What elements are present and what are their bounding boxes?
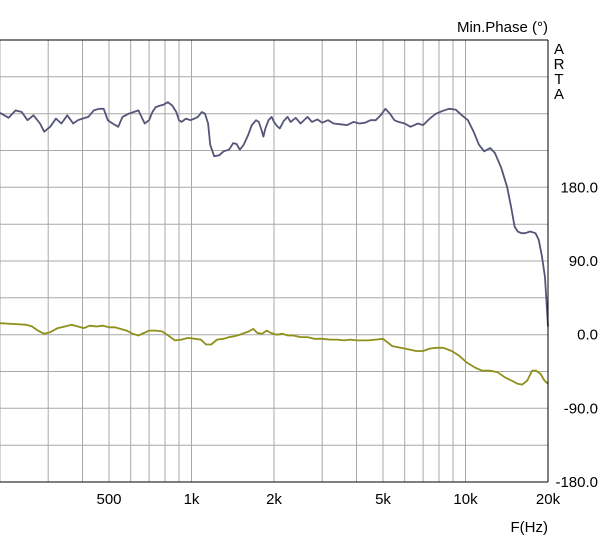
y-tick-label: -90.0 — [564, 400, 598, 417]
tick-labels: 500 1k 2k 5k 10k 20k 180.0 90.0 0.0 -90.0 -180.0 — [96, 179, 598, 508]
y-axis-title: Min.Phase (°) — [457, 19, 548, 36]
x-tick-label: 10k — [453, 491, 478, 508]
series-layer — [0, 101, 549, 386]
series-line-2 — [0, 322, 549, 386]
y-tick-label: -180.0 — [555, 474, 598, 491]
axes — [0, 39, 549, 483]
grid — [0, 40, 548, 482]
x-tick-label: 2k — [266, 491, 282, 508]
y-tick-label: 0.0 — [577, 327, 598, 344]
series-line-1 — [0, 101, 549, 327]
y-tick-label: 180.0 — [560, 179, 598, 196]
x-tick-label: 5k — [375, 491, 391, 508]
y-tick-label: 90.0 — [569, 253, 598, 270]
x-tick-label: 500 — [96, 491, 121, 508]
x-tick-label: 1k — [184, 491, 200, 508]
x-tick-label: 20k — [536, 491, 561, 508]
x-axis-title: F(Hz) — [511, 519, 549, 536]
